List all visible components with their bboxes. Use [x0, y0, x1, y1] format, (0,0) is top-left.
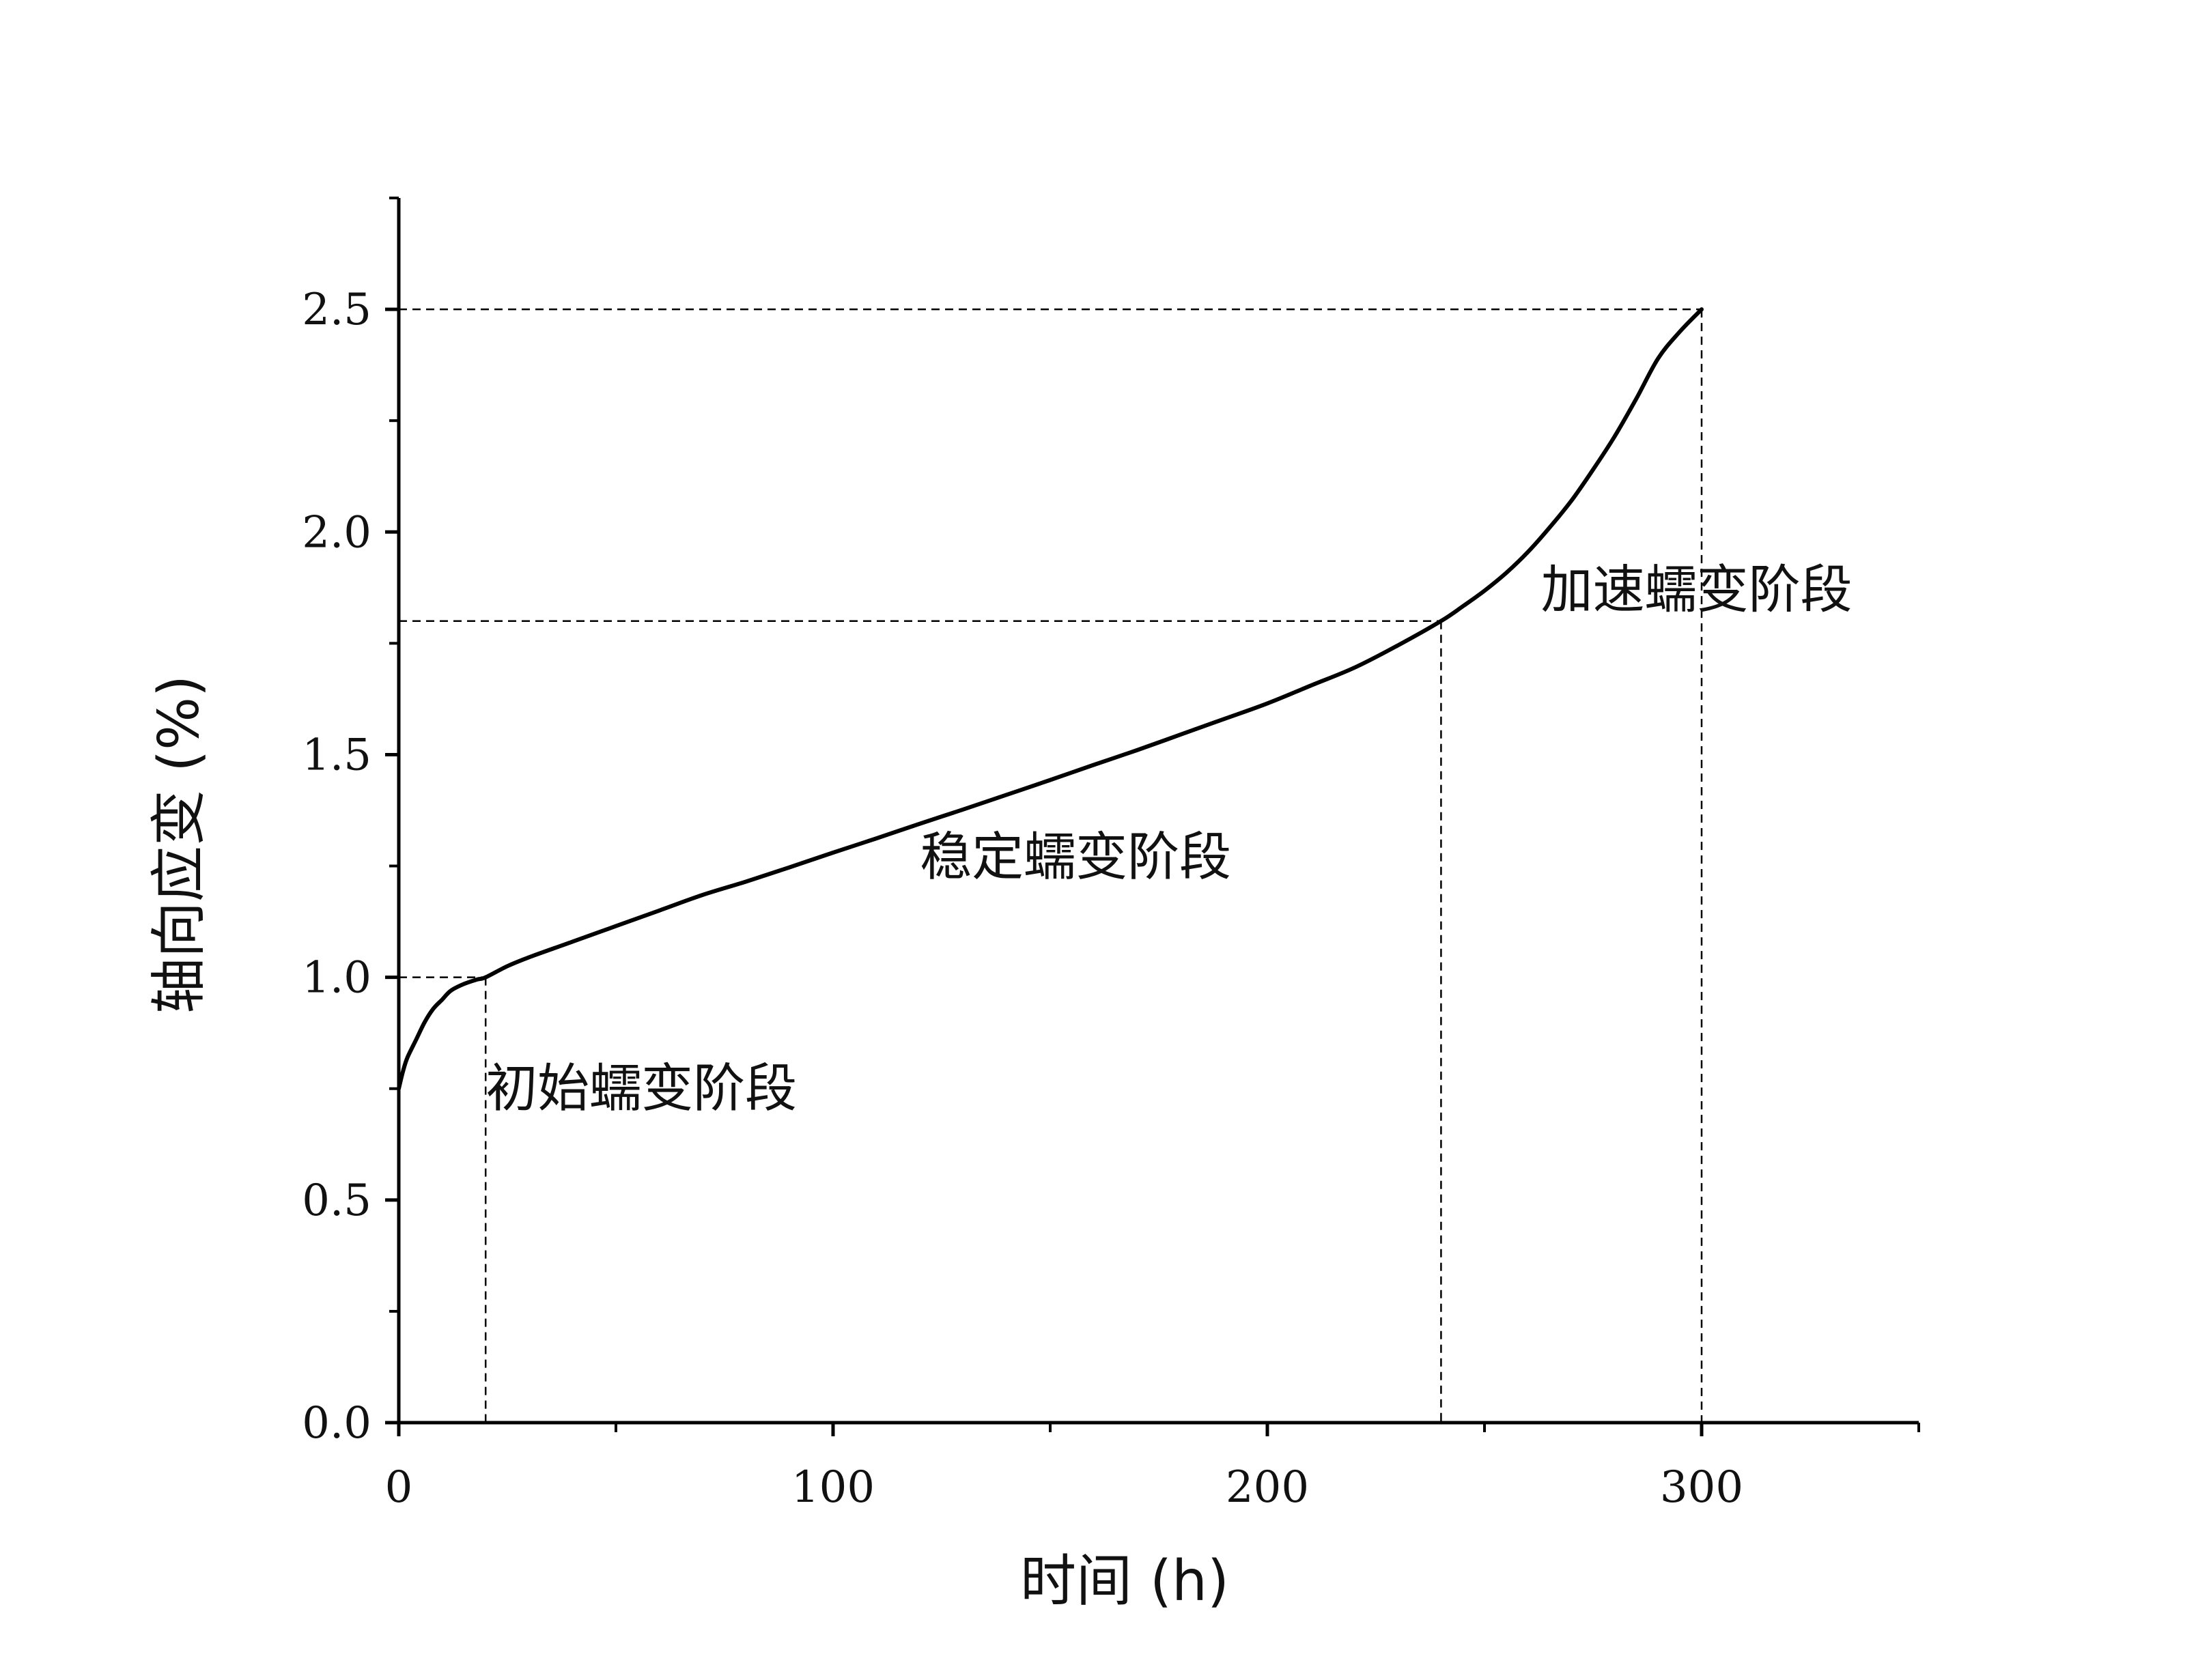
guide-lines: [399, 308, 1703, 1423]
stage-label: 加速蠕变阶段: [1541, 559, 1853, 620]
y-tick-label: 0.5: [302, 1176, 371, 1226]
stage-label: 稳定蠕变阶段: [920, 826, 1231, 887]
x-tick-label: 200: [1226, 1462, 1309, 1513]
x-axis-title: 时间 (h): [1020, 1549, 1229, 1614]
x-tick-label: 100: [791, 1462, 875, 1513]
strain-curve: [397, 307, 1704, 1091]
tick-labels: 0 100 200 300 0.0 0.5 1.0 1.5 2.0 2.5: [302, 285, 1743, 1513]
y-tick-label: 2.5: [302, 285, 371, 335]
y-tick-label: 0.0: [302, 1398, 371, 1449]
y-tick-label: 1.0: [302, 953, 371, 1003]
stage-annotations: 初始蠕变阶段 稳定蠕变阶段 加速蠕变阶段: [485, 559, 1852, 1119]
y-axis-title: 轴向应变 (%): [147, 675, 212, 1014]
y-tick-label: 1.5: [302, 730, 371, 780]
axes: [397, 198, 1919, 1425]
stage-label: 初始蠕变阶段: [485, 1058, 797, 1119]
x-tick-label: 300: [1660, 1462, 1743, 1513]
axis-ticks: [385, 197, 1920, 1436]
y-tick-label: 2.0: [302, 507, 371, 558]
x-tick-label: 0: [385, 1462, 413, 1513]
